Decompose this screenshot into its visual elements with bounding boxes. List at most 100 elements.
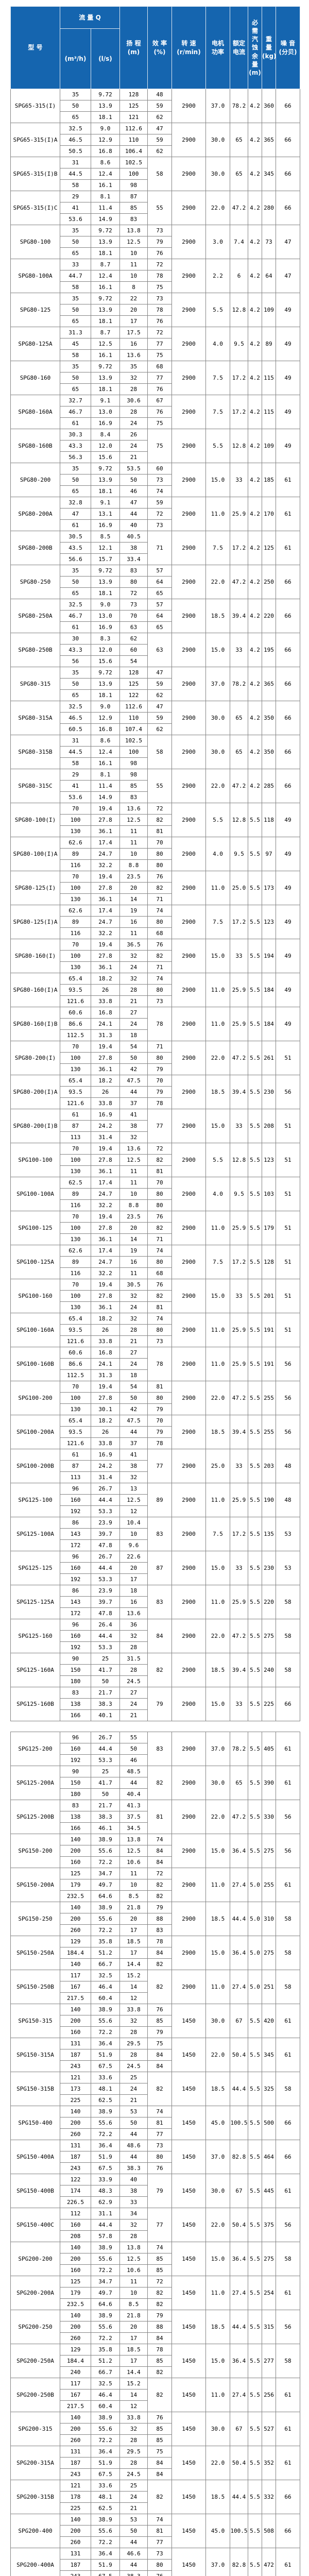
weight-cell: 230 bbox=[262, 1075, 276, 1109]
weight-cell: 123 bbox=[262, 1143, 276, 1177]
flow-m3h-cell: 65 bbox=[60, 485, 91, 497]
noise-cell: 49 bbox=[276, 1007, 300, 1041]
flow-ls-cell: 13.1 bbox=[91, 508, 120, 520]
head-cell: 11 bbox=[119, 825, 148, 837]
noise-cell: 58 bbox=[276, 2344, 300, 2378]
head-cell: 28 bbox=[119, 1664, 148, 1676]
weight-cell: 179 bbox=[262, 1211, 276, 1245]
efficiency-cell: 78 bbox=[147, 1936, 172, 1947]
model-cell: SPG80-100A bbox=[10, 259, 60, 293]
spec-row: 160 44.4 12.5 bbox=[11, 1494, 300, 1506]
spec-row: 100 27.8 32 82 bbox=[11, 950, 300, 962]
spec-row: SPG100-125A 62.6 17.4 19 74 2900 7.5 17.2 5.5 128… bbox=[10, 1245, 300, 1279]
spec-row: 44.5 12.4 100 bbox=[11, 168, 300, 180]
spec-row: SPG150-400B 122 33.9 40 79 1450 30.0 67 5.5 445 61 bbox=[10, 2174, 300, 2208]
flow-ls-cell: 44.4 bbox=[91, 1494, 120, 1506]
weight-cell: 325 bbox=[262, 2072, 276, 2106]
head-cell: 11 bbox=[119, 1177, 148, 1189]
rated-current-cell: 27.4 bbox=[230, 2276, 248, 2310]
noise-cell: 66 bbox=[276, 565, 300, 599]
flow-m3h-cell: 53.6 bbox=[60, 791, 91, 803]
head-cell: 13.8 bbox=[119, 225, 148, 236]
flow-ls-cell: 12.5 bbox=[91, 338, 120, 350]
flow-m3h-cell: 86 bbox=[60, 1517, 91, 1529]
flow-m3h-cell: 172 bbox=[60, 1539, 91, 1551]
weight-cell: 254 bbox=[262, 2276, 276, 2310]
weight-cell: 310 bbox=[262, 1902, 276, 1936]
noise-cell: 61 bbox=[276, 2548, 300, 2576]
head-cell: 21.8 bbox=[119, 2310, 148, 2321]
rated-current-cell: 25.9 bbox=[230, 973, 248, 1007]
flow-ls-cell: 15.6 bbox=[91, 451, 120, 463]
efficiency-cell: 48 bbox=[147, 89, 172, 100]
model-cell: SPG100-160A bbox=[10, 1313, 60, 1347]
head-cell: 37 bbox=[119, 1437, 148, 1449]
efficiency-cell: 84 bbox=[147, 2060, 172, 2072]
flow-ls-cell: 9.72 bbox=[91, 89, 120, 100]
noise-cell: 49 bbox=[276, 429, 300, 463]
efficiency-cell: 55 bbox=[147, 191, 172, 225]
head-cell: 20 bbox=[119, 1222, 148, 1234]
spec-row: 166 40.1 21 bbox=[11, 1709, 300, 1721]
flow-m3h-cell: 160 bbox=[60, 2219, 91, 2231]
weight-cell: 315 bbox=[262, 2310, 276, 2344]
head-cell: 11 bbox=[119, 1267, 148, 1279]
head-cell: 53 bbox=[119, 2514, 148, 2526]
spec-row: SPG80-250A 32.5 9.0 73 57 2900 18.5 39.4 4.2 220 6… bbox=[10, 599, 300, 633]
efficiency-cell: 47 bbox=[147, 667, 172, 679]
spec-row: 160 72.2 10.6 84 bbox=[11, 1856, 300, 1868]
speed-cell: 2900 bbox=[171, 701, 206, 735]
flow-m3h-cell: 130 bbox=[60, 1233, 91, 1245]
efficiency-cell: 89 bbox=[147, 1483, 172, 1517]
flow-m3h-cell: 130 bbox=[60, 1165, 91, 1177]
flow-m3h-cell: 131 bbox=[60, 2446, 91, 2458]
noise-cell: 51 bbox=[276, 1109, 300, 1143]
spec-row: SPG80-200 35 9.72 53.5 60 2900 15.0 33 4.2 185 61 bbox=[10, 463, 300, 497]
efficiency-cell: 84 bbox=[147, 1845, 172, 1857]
npsh-cell: 4.2 bbox=[248, 361, 262, 395]
head-cell: 38 bbox=[119, 542, 148, 554]
model-cell: SPG150-250B bbox=[10, 1970, 60, 2004]
head-cell: 26 bbox=[119, 429, 148, 440]
flow-m3h-cell: 192 bbox=[60, 1641, 91, 1653]
speed-cell: 2900 bbox=[171, 905, 206, 939]
flow-ls-cell: 48.1 bbox=[91, 2083, 120, 2095]
model-cell: SPG100-160 bbox=[10, 1279, 60, 1313]
head-cell: 62 bbox=[119, 633, 148, 645]
flow-ls-cell: 46.1 bbox=[91, 1822, 120, 1834]
noise-cell: 66 bbox=[276, 89, 300, 123]
flow-ls-cell: 16.9 bbox=[91, 1109, 120, 1121]
flow-ls-cell: 64.6 bbox=[91, 1890, 120, 1902]
npsh-cell: 4.2 bbox=[248, 735, 262, 769]
spec-row: 50 13.9 80 64 bbox=[11, 576, 300, 588]
model-cell: SPG125-160B bbox=[10, 1687, 60, 1721]
efficiency-cell: 82 bbox=[147, 2366, 172, 2378]
flow-m3h-cell: 30.5 bbox=[60, 531, 91, 543]
efficiency-cell: 81 bbox=[147, 1165, 172, 1177]
flow-ls-cell: 19.4 bbox=[91, 1211, 120, 1223]
spec-row: SPG200-400A 131 36.4 46.6 73 1450 37.0 82.8 5.5 4… bbox=[10, 2548, 300, 2576]
head-cell: 27 bbox=[119, 1687, 148, 1699]
speed-cell: 2900 bbox=[171, 1732, 206, 1766]
model-cell: SPG65-315(I) bbox=[10, 89, 60, 123]
efficiency-cell: 85 bbox=[147, 2253, 172, 2265]
efficiency-cell: 85 bbox=[147, 2355, 172, 2367]
flow-m3h-cell: 200 bbox=[60, 2525, 91, 2537]
flow-ls-cell: 53.3 bbox=[91, 1754, 120, 1766]
flow-m3h-cell: 130 bbox=[60, 1063, 91, 1075]
head-cell: 12 bbox=[119, 1505, 148, 1517]
flow-ls-cell: 34.7 bbox=[91, 2276, 120, 2287]
flow-ls-cell: 24.7 bbox=[91, 1256, 120, 1268]
weight-cell: 275 bbox=[262, 2242, 276, 2276]
efficiency-cell: 76 bbox=[147, 1211, 172, 1223]
weight-cell: 345 bbox=[262, 2038, 276, 2072]
head-cell: 48.5 bbox=[119, 1766, 148, 1777]
flow-ls-cell: 64.6 bbox=[91, 2298, 120, 2310]
flow-m3h-cell: 200 bbox=[60, 2321, 91, 2333]
head-cell: 47.5 bbox=[119, 1415, 148, 1427]
flow-ls-cell: 26 bbox=[91, 1086, 120, 1098]
flow-m3h-cell: 260 bbox=[60, 2128, 91, 2140]
efficiency-cell: 82 bbox=[147, 1653, 172, 1687]
efficiency-cell: 68 bbox=[147, 361, 172, 372]
flow-ls-cell: 18.2 bbox=[91, 1415, 120, 1427]
